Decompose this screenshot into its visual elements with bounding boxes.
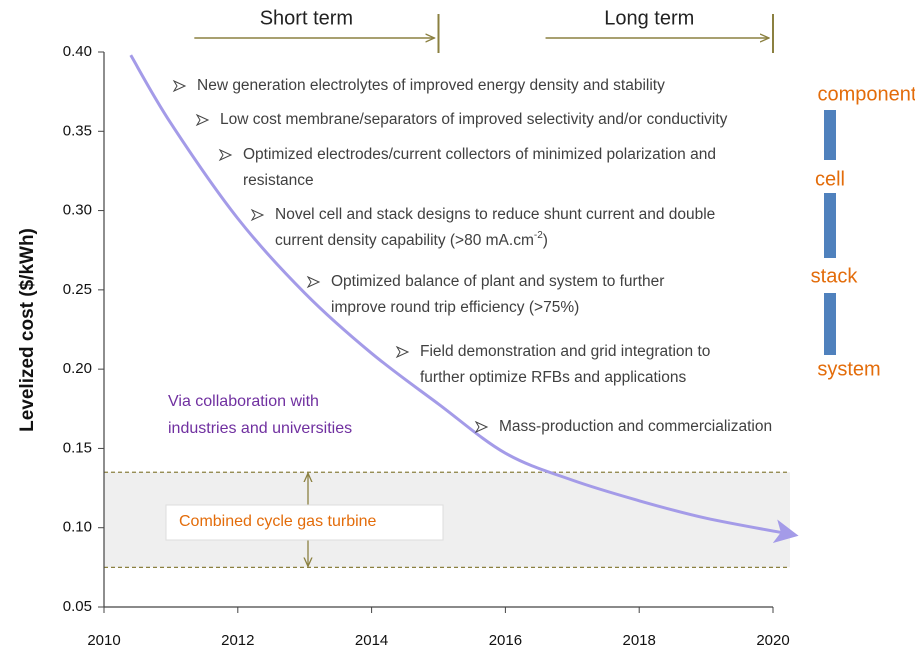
y-tick-label: 0.30 bbox=[63, 202, 92, 219]
y-tick-label: 0.15 bbox=[63, 439, 92, 456]
y-tick-label: 0.05 bbox=[63, 598, 92, 615]
level-connector bbox=[824, 110, 836, 160]
note-text: current density capability (>80 mA.cm-2) bbox=[275, 230, 548, 249]
level-label: system bbox=[817, 358, 880, 380]
callout-text: industries and universities bbox=[168, 420, 352, 437]
y-tick-label: 0.10 bbox=[63, 519, 92, 536]
note-text: resistance bbox=[243, 172, 314, 189]
note-text-part: Optimized electrodes/current collectors … bbox=[243, 146, 716, 163]
bullet bbox=[395, 345, 410, 359]
y-tick-label: 0.35 bbox=[63, 122, 92, 139]
level-label: component bbox=[818, 83, 915, 105]
note-text: Low cost membrane/separators of improved… bbox=[220, 111, 728, 128]
cost-curve bbox=[129, 54, 799, 544]
level-label: cell bbox=[815, 168, 845, 190]
note-text-part: Low cost membrane/separators of improved… bbox=[220, 111, 728, 128]
level-label: stack bbox=[811, 265, 859, 287]
note-text-part: Field demonstration and grid integration… bbox=[420, 343, 710, 360]
y-tick-label: 0.40 bbox=[63, 43, 92, 60]
note-text: Optimized electrodes/current collectors … bbox=[243, 146, 716, 163]
note-text: further optimize RFBs and applications bbox=[420, 369, 686, 386]
bullet bbox=[172, 79, 187, 93]
y-axis-label: Levelized cost ($/kWh) bbox=[17, 228, 38, 432]
x-tick-label: 2012 bbox=[221, 632, 254, 649]
note-text-part: Optimized balance of plant and system to… bbox=[331, 273, 664, 290]
note-text: Field demonstration and grid integration… bbox=[420, 343, 710, 360]
x-tick-label: 2014 bbox=[355, 632, 388, 649]
note-text: Mass-production and commercialization bbox=[499, 418, 772, 435]
callout-text: Via collaboration with bbox=[168, 393, 319, 410]
note-tail: ) bbox=[543, 232, 548, 249]
note-text: improve round trip efficiency (>75%) bbox=[331, 299, 579, 316]
x-tick-label: 2020 bbox=[756, 632, 789, 649]
x-tick-label: 2018 bbox=[623, 632, 656, 649]
note-text-part: further optimize RFBs and applications bbox=[420, 369, 686, 386]
x-tick-label: 2010 bbox=[87, 632, 120, 649]
note-text: Optimized balance of plant and system to… bbox=[331, 273, 664, 290]
bullet bbox=[306, 275, 321, 289]
bullet bbox=[250, 208, 265, 222]
note-text: New generation electrolytes of improved … bbox=[197, 77, 665, 94]
bullet bbox=[218, 148, 233, 162]
note-text-part: current density capability (>80 mA.cm bbox=[275, 232, 534, 249]
note-text-part: New generation electrolytes of improved … bbox=[197, 77, 665, 94]
note-text-part: improve round trip efficiency (>75%) bbox=[331, 299, 579, 316]
note-text: Novel cell and stack designs to reduce s… bbox=[275, 206, 715, 223]
note-text-part: resistance bbox=[243, 172, 314, 189]
band-label-box bbox=[165, 504, 444, 541]
phase-label: Short term bbox=[260, 7, 353, 29]
level-connector bbox=[824, 293, 836, 355]
y-tick-label: 0.25 bbox=[63, 281, 92, 298]
bullet bbox=[474, 420, 489, 434]
bullet bbox=[195, 113, 210, 127]
note-text-part: Mass-production and commercialization bbox=[499, 418, 772, 435]
note-text-part: Novel cell and stack designs to reduce s… bbox=[275, 206, 715, 223]
note-superscript: -2 bbox=[534, 230, 543, 241]
phase-label: Long term bbox=[604, 7, 694, 29]
band-label: Combined cycle gas turbine bbox=[179, 513, 377, 530]
y-tick-label: 0.20 bbox=[63, 360, 92, 377]
level-connector bbox=[824, 193, 836, 258]
x-tick-label: 2016 bbox=[489, 632, 522, 649]
